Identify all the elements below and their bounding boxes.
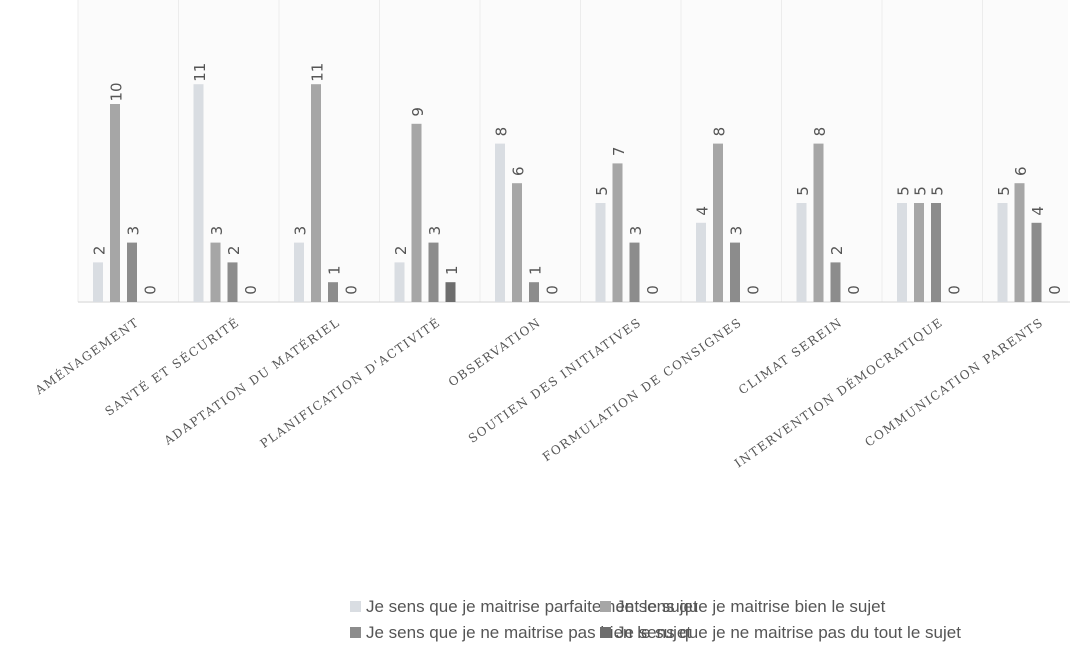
bar-1-9 — [897, 203, 907, 302]
data-label: 2 — [828, 246, 846, 256]
bar-2-10 — [1014, 183, 1025, 302]
data-label: 3 — [426, 226, 444, 236]
data-label: 8 — [811, 127, 829, 137]
data-label: 5 — [929, 186, 947, 196]
bar-1-3 — [294, 242, 304, 302]
data-label: 6 — [510, 166, 528, 176]
data-label: 0 — [544, 285, 562, 295]
data-label: 0 — [343, 285, 361, 295]
category-label: AMÉNAGEMENT — [31, 314, 141, 398]
bar-2-8 — [813, 143, 824, 302]
data-label: 8 — [493, 127, 511, 137]
data-label: 3 — [728, 226, 746, 236]
data-label: 1 — [527, 265, 545, 275]
data-label: 0 — [142, 285, 160, 295]
bar-2-7 — [713, 143, 723, 302]
bar-3-1 — [127, 242, 137, 302]
data-label: 5 — [895, 186, 913, 196]
bar-2-4 — [411, 123, 422, 302]
data-label: 3 — [627, 226, 645, 236]
category-label: INTERVENTION DÉMOCRATIQUE — [731, 314, 945, 470]
data-label: 0 — [1046, 285, 1064, 295]
bar-2-1 — [110, 104, 120, 302]
bar-4-4 — [445, 282, 456, 302]
bar-3-10 — [1031, 222, 1042, 302]
data-label: 5 — [593, 186, 611, 196]
data-label: 5 — [794, 186, 812, 196]
data-label: 1 — [443, 265, 461, 275]
bar-1-2 — [193, 84, 204, 302]
category-label: COMMUNICATION PARENTS — [862, 315, 1046, 450]
bar-1-10 — [997, 203, 1008, 302]
bar-3-6 — [629, 242, 640, 302]
data-label: 4 — [694, 206, 712, 216]
data-label: 3 — [125, 226, 143, 236]
data-label: 5 — [995, 186, 1013, 196]
data-label: 0 — [845, 285, 863, 295]
bar-2-3 — [311, 84, 321, 302]
bar-3-4 — [428, 242, 439, 302]
bar-1-8 — [796, 203, 807, 302]
data-label: 3 — [292, 226, 310, 236]
bar-2-2 — [210, 242, 221, 302]
data-label: 2 — [392, 246, 410, 256]
data-label: 10 — [108, 82, 126, 101]
data-label: 2 — [91, 246, 109, 256]
data-label: 11 — [309, 63, 327, 82]
data-label: 1 — [326, 265, 344, 275]
bar-3-9 — [931, 203, 941, 302]
bar-3-5 — [529, 282, 539, 302]
data-label: 5 — [912, 186, 930, 196]
data-label: 0 — [242, 285, 260, 295]
bar-3-2 — [227, 262, 238, 302]
data-label: 0 — [946, 285, 964, 295]
data-label: 6 — [1012, 166, 1030, 176]
bar-1-1 — [93, 262, 103, 302]
data-label: 11 — [191, 63, 209, 82]
bar-3-3 — [328, 282, 338, 302]
data-label: 8 — [711, 127, 729, 137]
category-label: CLIMAT SEREIN — [736, 315, 845, 397]
data-label: 4 — [1029, 206, 1047, 216]
bar-2-5 — [512, 183, 522, 302]
bar-1-6 — [595, 203, 606, 302]
category-label: PLANIFICATION D'ACTIVITÉ — [257, 314, 443, 451]
data-label: 2 — [225, 246, 243, 256]
category-label: SOUTIEN DES INITIATIVES — [466, 315, 644, 446]
bar-2-6 — [612, 163, 623, 302]
bar-1-5 — [495, 143, 505, 302]
bar-1-7 — [696, 222, 706, 302]
bar-2-9 — [914, 203, 924, 302]
bar-1-4 — [394, 262, 405, 302]
bar-3-8 — [830, 262, 841, 302]
category-label: OBSERVATION — [446, 315, 544, 389]
data-label: 7 — [610, 147, 628, 157]
bar-3-7 — [730, 242, 740, 302]
data-label: 0 — [745, 285, 763, 295]
category-label: ADAPTATION DU MATÉRIEL — [160, 314, 343, 448]
data-label: 0 — [644, 285, 662, 295]
category-label: FORMULATION DE CONSIGNES — [540, 315, 745, 464]
data-label: 3 — [208, 226, 226, 236]
data-label: 9 — [409, 107, 427, 117]
